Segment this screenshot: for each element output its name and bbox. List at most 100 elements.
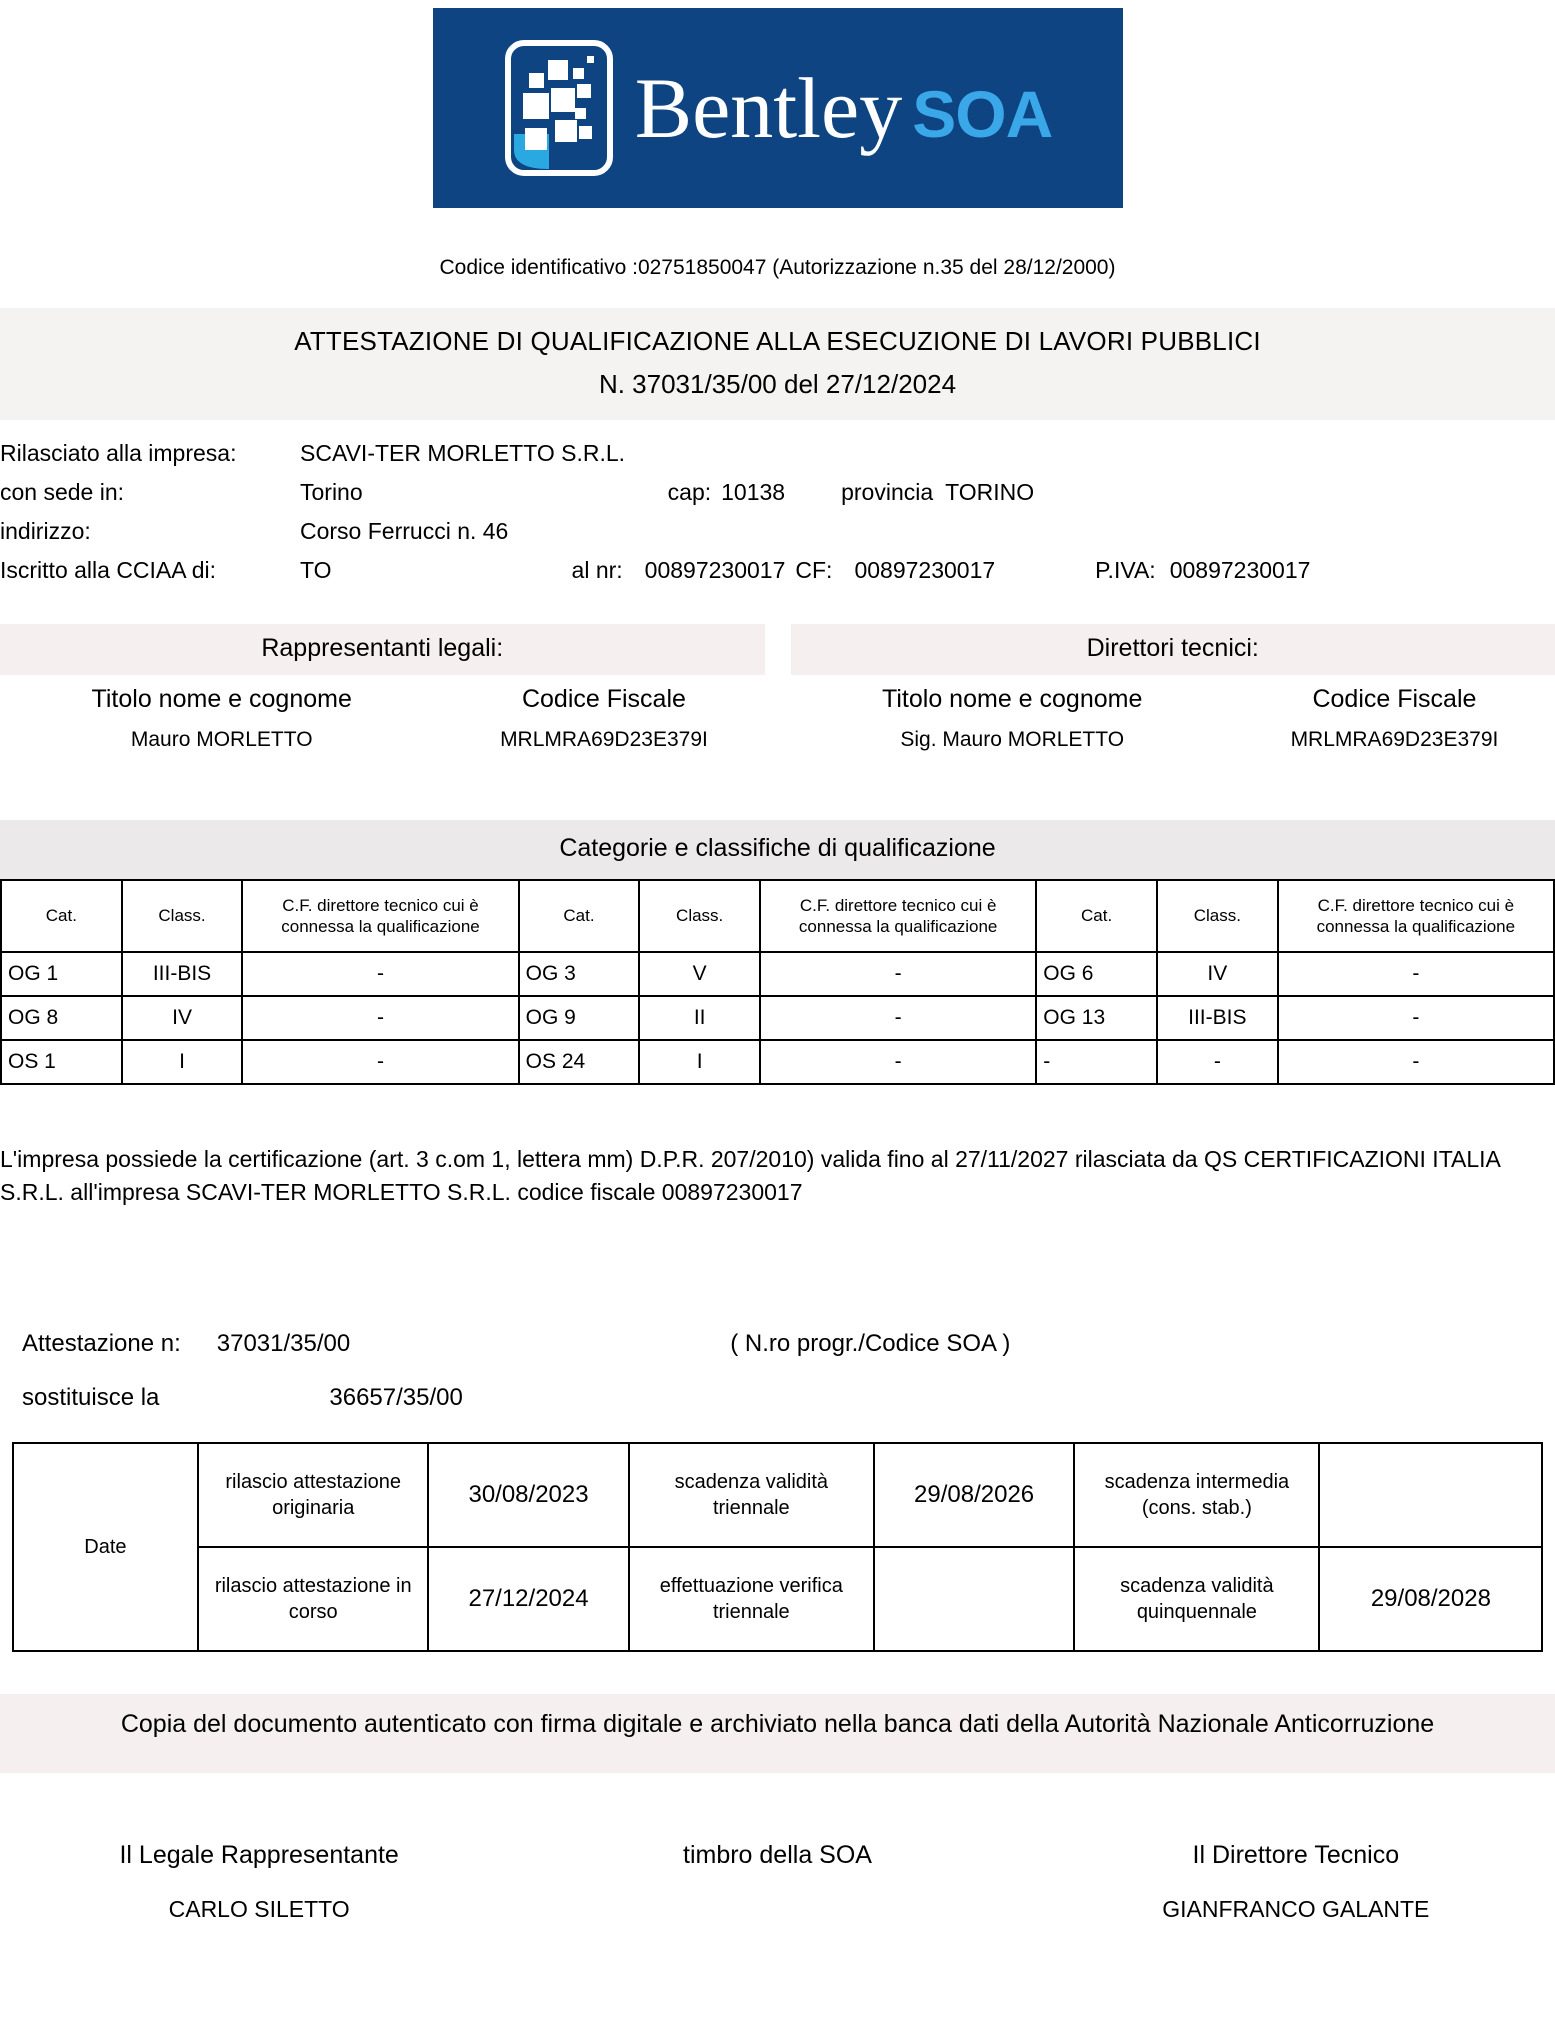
cell-scadenza-quinquennale-label: scadenza validità quinquennale	[1073, 1545, 1321, 1652]
cell-class: IV	[1155, 951, 1279, 997]
legal-representatives-block: Rappresentanti legali: Titolo nome e cog…	[0, 624, 765, 756]
col-header-class-1: Class.	[120, 879, 244, 953]
legal-col-cf: Codice Fiscale	[521, 685, 686, 713]
signatures-section: Il Legale Rappresentante CARLO SILETTO t…	[0, 1841, 1555, 1923]
cell-cat: OS 24	[517, 1039, 641, 1085]
legal-person-cf: MRLMRA69D23E379I	[500, 728, 708, 751]
cell-class: II	[638, 995, 762, 1041]
attestazione-number-row: Attestazione n: 37031/35/00 ( N.ro progr…	[0, 1330, 1555, 1358]
cell-cat: -	[1035, 1039, 1158, 1085]
list-item: Mauro MORLETTO MRLMRA69D23E379I	[0, 718, 765, 756]
company-details: Rilasciato alla impresa: SCAVI-TER MORLE…	[0, 434, 1555, 590]
signature-soa-stamp: timbro della SOA	[518, 1841, 1036, 1923]
impresa-label: Rilasciato alla impresa:	[0, 440, 237, 466]
logo-suffix-text: SOA	[912, 77, 1053, 151]
cell-class: I	[120, 1039, 244, 1085]
cell-cf: -	[759, 995, 1038, 1041]
legal-person-name: Mauro MORLETTO	[130, 728, 313, 751]
detail-row-cciaa: Iscritto alla CCIAA di: TO al nr: 008972…	[0, 551, 1555, 590]
provincia-value: TORINO	[945, 479, 1035, 505]
table-row: Date rilascio attestazione originaria 30…	[11, 1441, 1544, 1652]
cell-verifica-triennale-value	[872, 1545, 1076, 1652]
cell-cat: OG 9	[517, 995, 641, 1041]
cell-cat: OG 1	[0, 951, 123, 997]
document-title-band: ATTESTAZIONE DI QUALIFICAZIONE ALLA ESEC…	[0, 308, 1555, 420]
legal-representatives-columns: Titolo nome e cognome Codice Fiscale	[0, 675, 765, 718]
bentley-squares-icon	[503, 38, 615, 178]
indirizzo-value: Corso Ferrucci n. 46	[300, 518, 509, 544]
cell-cat: OS 1	[0, 1039, 123, 1085]
col-header-cat-2: Cat.	[517, 879, 641, 953]
table-row: rilascio attestazione in corso 27/12/202…	[13, 1545, 1544, 1652]
sede-value: Torino	[300, 479, 363, 505]
signature-title: Il Legale Rappresentante	[119, 1840, 399, 1869]
cell-cf: -	[759, 1039, 1038, 1085]
impresa-value: SCAVI-TER MORLETTO S.R.L.	[300, 440, 626, 466]
cell-class: V	[638, 951, 762, 997]
attestazione-note: ( N.ro progr./Codice SOA )	[730, 1329, 1011, 1357]
legal-col-name: Titolo nome e cognome	[91, 685, 352, 713]
identification-code-line: Codice identificativo :02751850047 (Auto…	[439, 256, 1116, 279]
cell-class: I	[638, 1039, 762, 1085]
col-header-class-2: Class.	[638, 879, 762, 953]
signature-title: timbro della SOA	[683, 1840, 872, 1869]
categories-heading: Categorie e classifiche di qualificazion…	[0, 820, 1555, 879]
bentley-soa-logo: Bentley SOA	[432, 8, 1123, 208]
cciaa-label: Iscritto alla CCIAA di:	[0, 557, 217, 583]
page-subtitle: N. 37031/35/00 del 27/12/2024	[598, 369, 957, 399]
technical-directors-block: Direttori tecnici: Titolo nome e cognome…	[790, 624, 1555, 756]
technical-col-cf: Codice Fiscale	[1312, 685, 1477, 713]
cell-cf: -	[1276, 951, 1555, 997]
cell-scadenza-triennale-label: scadenza validità triennale	[627, 1441, 875, 1548]
attestazione-value: 37031/35/00	[216, 1329, 351, 1357]
signature-name: GIANFRANCO GALANTE	[1162, 1895, 1430, 1922]
alnr-label: al nr:	[571, 557, 623, 583]
attestazione-label: Attestazione n:	[22, 1329, 181, 1357]
cf-value: 00897230017	[854, 557, 996, 583]
attestazione-block: Attestazione n: 37031/35/00 ( N.ro progr…	[0, 1330, 1555, 1412]
sostituisce-value: 36657/35/00	[329, 1383, 463, 1411]
cf-label: CF:	[795, 557, 833, 583]
cell-cf: -	[1276, 995, 1555, 1041]
cell-rilascio-originaria-label: rilascio attestazione originaria	[197, 1441, 430, 1548]
certification-paragraph: L'impresa possiede la certificazione (ar…	[0, 1146, 1500, 1206]
signature-legal-representative: Il Legale Rappresentante CARLO SILETTO	[0, 1841, 518, 1923]
col-header-cat-1: Cat.	[0, 879, 123, 953]
detail-row-sede: con sede in: Torino cap: 10138 provincia…	[0, 473, 1555, 512]
cell-scadenza-intermedia-label: scadenza intermedia (cons. stab.)	[1073, 1441, 1321, 1548]
cell-rilascio-incorso-label: rilascio attestazione in corso	[197, 1545, 430, 1652]
cciaa-value: TO	[300, 557, 332, 583]
cell-cat: OG 3	[517, 951, 641, 997]
col-header-cf-2: C.F. direttore tecnico cui è connessa la…	[759, 879, 1038, 953]
cell-verifica-triennale-label: effettuazione verifica triennale	[627, 1545, 875, 1652]
technical-col-name: Titolo nome e cognome	[882, 685, 1143, 713]
technical-person-name: Sig. Mauro MORLETTO	[900, 728, 1125, 751]
detail-row-impresa: Rilasciato alla impresa: SCAVI-TER MORLE…	[0, 434, 1555, 473]
cell-cf: -	[241, 951, 520, 997]
dates-row-header: Date	[11, 1441, 200, 1652]
technical-directors-heading: Direttori tecnici:	[790, 624, 1555, 675]
cell-cf: -	[241, 1039, 520, 1085]
sede-label: con sede in:	[0, 479, 125, 505]
page-title: ATTESTAZIONE DI QUALIFICAZIONE ALLA ESEC…	[294, 326, 1261, 356]
signature-technical-director: Il Direttore Tecnico GIANFRANCO GALANTE	[1037, 1841, 1555, 1923]
table-row: OS 1 I - OS 24 I - - - -	[0, 1039, 1555, 1085]
cap-value: 10138	[721, 479, 786, 505]
cell-cf: -	[759, 951, 1038, 997]
cell-class: IV	[120, 995, 244, 1041]
cell-cf: -	[241, 995, 520, 1041]
cell-scadenza-triennale-value: 29/08/2026	[872, 1441, 1076, 1548]
logo-header: Bentley SOA	[0, 0, 1555, 208]
logo-wordmark: Bentley SOA	[634, 60, 1054, 156]
col-header-class-3: Class.	[1155, 879, 1279, 953]
signature-name: CARLO SILETTO	[168, 1895, 350, 1922]
cell-cf: -	[1276, 1039, 1555, 1085]
cell-rilascio-originaria-value: 30/08/2023	[427, 1441, 630, 1548]
col-header-cat-3: Cat.	[1035, 879, 1158, 953]
cell-class: -	[1155, 1039, 1279, 1085]
sostituisce-label: sostituisce la	[22, 1383, 160, 1411]
logo-brand-text: Bentley	[634, 60, 903, 156]
cell-class: III-BIS	[1155, 995, 1279, 1041]
technical-person-cf: MRLMRA69D23E379I	[1290, 728, 1499, 751]
piva-value: 00897230017	[1169, 557, 1311, 583]
